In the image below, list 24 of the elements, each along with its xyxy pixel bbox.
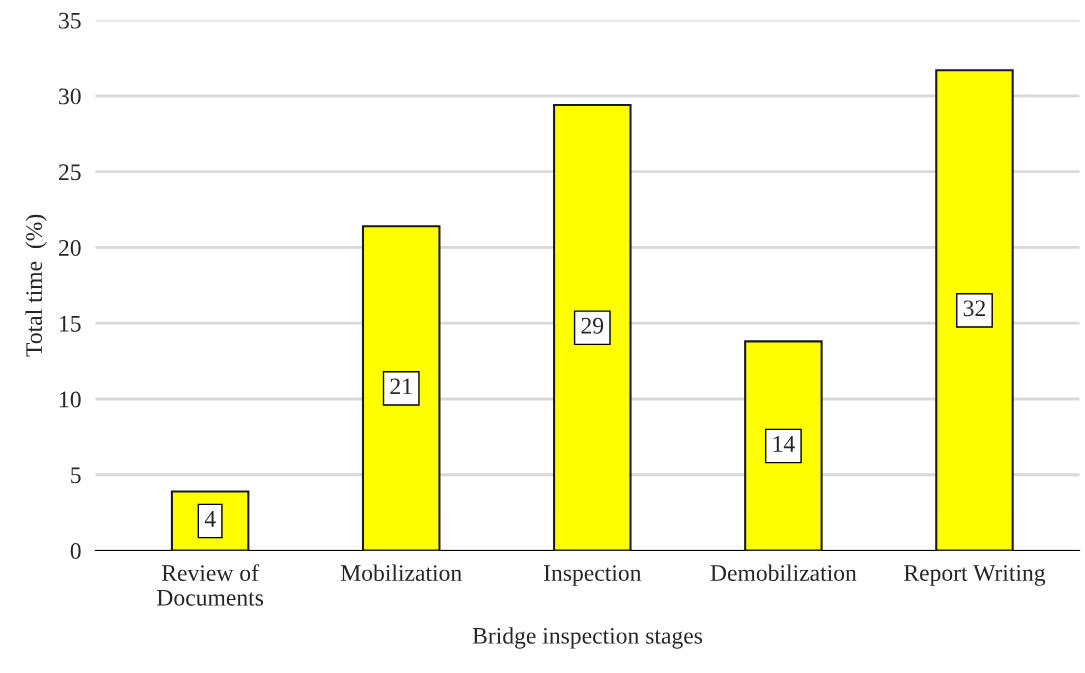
y-tick-label: 0 [70, 543, 81, 559]
x-tick-label: Inspection [543, 565, 642, 586]
x-tick-label: Demobilization [710, 564, 857, 582]
bar [935, 69, 1014, 551]
data-label: 32 [963, 300, 985, 317]
data-label: 29 [581, 317, 604, 334]
x-axis-title: Bridge inspection stages [472, 627, 703, 649]
y-tick-label: 35 [59, 12, 81, 29]
y-tick-label: 30 [59, 88, 81, 105]
y-tick-label: 5 [71, 467, 81, 484]
y-tick-label: 20 [59, 239, 81, 256]
data-label: 14 [773, 436, 795, 452]
x-tick-label: Mobilization [340, 564, 462, 582]
bar [553, 104, 632, 551]
y-axis-title: Total time (%) [25, 214, 47, 357]
bar [361, 225, 441, 551]
y-tick-label: 10 [60, 391, 81, 408]
y-tick-label: 15 [60, 315, 81, 332]
data-label: 21 [390, 378, 412, 395]
x-tick-label: Report Writing [904, 565, 1046, 586]
y-tick-label: 25 [59, 164, 81, 181]
x-tick-label: Review of Documents [157, 564, 264, 606]
data-label: 4 [204, 511, 216, 527]
bar [744, 340, 823, 551]
